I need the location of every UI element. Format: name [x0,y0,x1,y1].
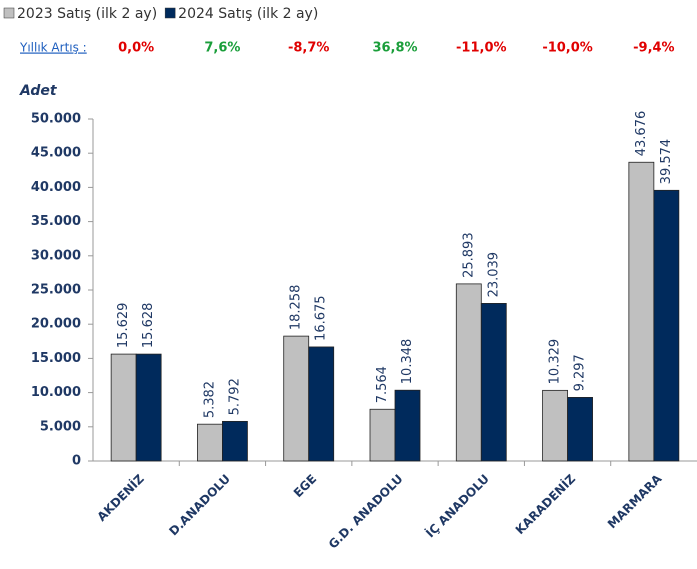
y-tick-label: 25.000 [31,283,81,298]
annotation-value: -11,0% [456,41,507,56]
bar [567,397,593,462]
y-axis-label: Adet [19,83,58,99]
y-tick-label: 30.000 [31,248,81,263]
annotation-label: Yıllık Artış : [19,41,87,55]
legend-swatch [3,7,15,19]
y-tick-label: 40.000 [31,180,81,195]
bar [197,423,223,462]
y-tick-label: 45.000 [31,146,81,161]
bar [542,389,568,462]
bar [369,408,396,462]
annotation-value: 36,8% [372,41,417,56]
data-label: 5.382 [202,381,217,418]
y-tick-label: 0 [72,454,81,469]
bar [110,353,137,462]
data-label: 23.039 [486,252,501,298]
data-label: 15.629 [116,303,131,349]
x-tick-label: AKDENİZ [94,471,147,524]
data-label: 25.893 [461,232,476,278]
x-tick-label: D.ANADOLU [166,472,233,539]
data-label: 10.348 [400,339,415,385]
data-label: 16.675 [314,295,329,341]
legend-label: 2024 Satış (ilk 2 ay) [178,6,318,22]
annotation-value: -10,0% [542,41,593,56]
x-tick-label: G.D. ANADOLU [326,472,406,552]
data-label: 18.258 [289,285,304,331]
y-tick-label: 10.000 [31,385,81,400]
data-label: 5.792 [227,378,242,415]
annotation-value: -9,4% [633,41,674,56]
bar [394,389,421,462]
bar [308,346,335,462]
x-tick-label: KARADENİZ [512,471,578,537]
annotation-value: -8,7% [288,41,329,56]
annotation-value: 7,6% [204,41,240,56]
bar [480,303,507,462]
x-tick-label: İÇ ANADOLU [422,471,491,540]
bar [222,420,248,462]
legend-label: 2023 Satış (ilk 2 ay) [17,6,157,22]
bar [135,353,162,462]
y-tick-label: 50.000 [31,112,81,127]
data-label: 43.676 [634,111,649,157]
bar [628,161,655,462]
x-tick-label: EGE [291,472,319,500]
data-label: 10.329 [548,339,563,385]
y-tick-label: 5.000 [40,419,81,434]
y-tick-label: 35.000 [31,214,81,229]
y-tick-label: 20.000 [31,317,81,332]
data-label: 39.574 [659,139,674,185]
data-label: 9.297 [573,354,588,391]
x-tick-label: MARMARA [605,471,665,531]
data-label: 7.564 [375,366,390,403]
bar [653,189,680,462]
y-tick-label: 15.000 [31,351,81,366]
legend-swatch [164,7,176,19]
data-label: 15.628 [141,303,156,349]
bar [455,283,482,462]
bar [283,335,310,462]
annotation-value: 0,0% [118,41,154,56]
